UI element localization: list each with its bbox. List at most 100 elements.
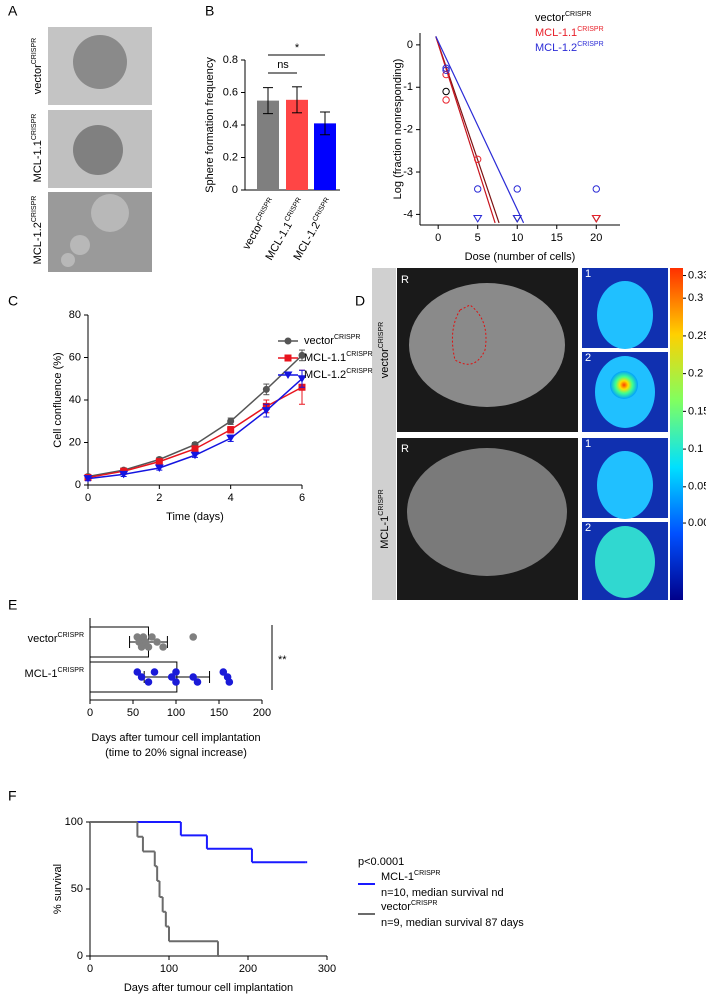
marker bbox=[513, 185, 521, 193]
row-label-sup: CRISPR bbox=[378, 489, 385, 515]
row-label-main: vector bbox=[379, 348, 391, 378]
legend-label-sup: CRISPR bbox=[346, 351, 372, 358]
marker bbox=[284, 354, 292, 362]
annotation: * bbox=[295, 42, 300, 54]
y-axis-label: Cell confluence (%) bbox=[52, 352, 64, 447]
marker bbox=[226, 434, 236, 443]
row-label: vectorCRISPR bbox=[31, 38, 44, 94]
marker bbox=[191, 445, 199, 453]
y-tick-label: 60 bbox=[69, 351, 81, 363]
y-tick-label: -3 bbox=[403, 166, 413, 178]
legend-label: MCL-1.1CRISPR bbox=[304, 351, 373, 364]
panel-d-images bbox=[372, 268, 683, 600]
x-tick-label: 0 bbox=[85, 492, 91, 504]
point bbox=[167, 673, 176, 681]
fit-line bbox=[435, 36, 525, 224]
bar bbox=[314, 123, 336, 190]
x-tick-label: 200 bbox=[253, 707, 271, 719]
colorbar-tick-label: 0.05 bbox=[688, 481, 706, 493]
x-tick-label-main: vector bbox=[241, 220, 267, 252]
x-tick-label: 300 bbox=[318, 963, 336, 975]
legend-label-main: MCL-1 bbox=[381, 871, 414, 883]
y-tick-label: 80 bbox=[69, 309, 81, 321]
y-tick-label: -2 bbox=[403, 124, 413, 136]
image-number: 1 bbox=[585, 438, 591, 450]
y-tick-label: 0.2 bbox=[223, 151, 238, 163]
row-label-sup: CRISPR bbox=[31, 114, 38, 140]
marker bbox=[474, 155, 482, 164]
x-tick-label: 150 bbox=[210, 707, 228, 719]
legend-label: vectorCRISPR bbox=[535, 11, 591, 24]
y-tick-label-sup: CRISPR bbox=[58, 667, 84, 674]
x-axis-label: Dose (number of cells) bbox=[465, 251, 576, 263]
point bbox=[150, 668, 159, 676]
x-tick-label: 10 bbox=[511, 232, 523, 244]
point bbox=[137, 643, 146, 651]
x-tick-label: 2 bbox=[156, 492, 162, 504]
legend-label-sup: CRISPR bbox=[346, 368, 372, 375]
panel-label: A bbox=[8, 3, 18, 19]
legend-label-main: MCL-1.2 bbox=[535, 42, 577, 54]
row-label: MCL-1.2CRISPR bbox=[31, 196, 44, 265]
y-tick-label: 0 bbox=[75, 479, 81, 491]
x-tick-label: 50 bbox=[127, 707, 139, 719]
y-tick-label: MCL-1CRISPR bbox=[25, 667, 84, 680]
colorbar-tick-label: 0.15 bbox=[688, 405, 706, 417]
x-tick-label: 5 bbox=[475, 232, 481, 244]
point bbox=[225, 678, 234, 686]
image-number: 2 bbox=[585, 352, 591, 364]
panel-label: E bbox=[8, 597, 17, 613]
marker bbox=[474, 185, 482, 193]
marker bbox=[227, 417, 235, 425]
point bbox=[153, 638, 161, 646]
x-tick-label: 0 bbox=[87, 707, 93, 719]
marker bbox=[262, 385, 270, 393]
legend-label: vectorCRISPR bbox=[381, 900, 437, 913]
marker bbox=[442, 87, 450, 96]
x-tick-label: 200 bbox=[239, 963, 257, 975]
x-tick-label: 0 bbox=[87, 963, 93, 975]
panel-label: F bbox=[8, 788, 17, 804]
legend-label-sup: CRISPR bbox=[565, 11, 591, 18]
legend-label-main: MCL-1.1 bbox=[535, 27, 577, 39]
marker bbox=[284, 337, 292, 345]
y-tick-label: 0 bbox=[407, 39, 413, 51]
point bbox=[172, 668, 180, 676]
y-tick-label: 0.4 bbox=[223, 119, 238, 131]
row-label-sup: CRISPR bbox=[31, 38, 38, 64]
legend-label: MCL-1.2CRISPR bbox=[535, 41, 604, 54]
legend-label-main: vector bbox=[304, 335, 334, 347]
x-tick-label-main: MCL-1.1 bbox=[263, 220, 294, 263]
bar bbox=[286, 99, 308, 190]
colorbar-tick-label: 0.25 bbox=[688, 330, 706, 342]
point bbox=[193, 678, 202, 686]
y-tick-label: 0 bbox=[77, 950, 83, 962]
x-tick-label: 100 bbox=[167, 707, 185, 719]
marker bbox=[297, 375, 307, 383]
point bbox=[172, 678, 180, 686]
legend-label: vectorCRISPR bbox=[304, 334, 360, 347]
bar bbox=[257, 100, 279, 190]
series-line bbox=[87, 386, 303, 479]
marker bbox=[227, 426, 235, 434]
y-axis-label: % survival bbox=[52, 864, 64, 914]
row-label-main: MCL-1.2 bbox=[32, 222, 44, 264]
y-tick-label: 100 bbox=[65, 816, 83, 828]
legend-note: n=10, median survival nd bbox=[381, 887, 504, 899]
y-tick-label: 0 bbox=[232, 184, 238, 196]
annotation: ns bbox=[277, 59, 289, 71]
legend-label-main: vector bbox=[381, 901, 411, 913]
row-label-main: MCL-1.1 bbox=[32, 140, 44, 182]
panel-label: D bbox=[355, 293, 365, 309]
colorbar-tick-label: 0.002 bbox=[688, 517, 706, 529]
point bbox=[133, 668, 142, 676]
legend-label-sup: CRISPR bbox=[414, 870, 440, 877]
marker bbox=[592, 185, 600, 193]
legend-note: n=9, median survival 87 days bbox=[381, 917, 524, 929]
p-value: p<0.0001 bbox=[358, 856, 404, 868]
colorbar-tick-label: 0.3 bbox=[688, 292, 703, 304]
y-tick-label: vectorCRISPR bbox=[28, 632, 84, 645]
panel-label: C bbox=[8, 293, 18, 309]
row-label: MCL-1CRISPR bbox=[378, 489, 391, 548]
